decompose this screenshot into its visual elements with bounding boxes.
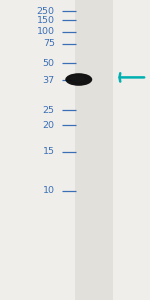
Ellipse shape: [65, 73, 92, 86]
Text: 25: 25: [43, 106, 55, 115]
Text: 10: 10: [43, 186, 55, 195]
Text: 100: 100: [37, 27, 55, 36]
Text: 50: 50: [43, 58, 55, 68]
Text: 15: 15: [43, 147, 55, 156]
Text: 150: 150: [37, 16, 55, 25]
Text: 250: 250: [37, 7, 55, 16]
Text: 37: 37: [43, 76, 55, 85]
Text: 20: 20: [43, 121, 55, 130]
Ellipse shape: [70, 75, 85, 82]
Bar: [75, 0, 112, 300]
Text: 75: 75: [43, 39, 55, 48]
